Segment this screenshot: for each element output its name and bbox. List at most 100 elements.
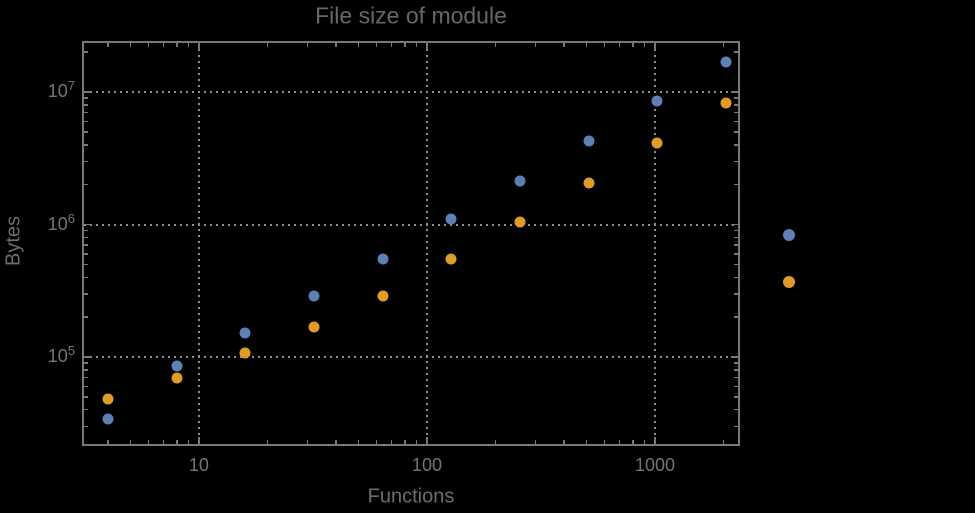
data-point-series-blue (239, 327, 251, 339)
y-tick-mark (734, 120, 738, 123)
x-tick-mark (603, 440, 606, 444)
y-tick-mark (84, 91, 91, 93)
y-tick-mark (84, 144, 88, 146)
x-tick-mark (357, 440, 360, 444)
x-tick-mark (534, 440, 537, 444)
x-tick-mark (162, 440, 165, 444)
x-tick-mark (618, 440, 621, 444)
x-tick-mark (107, 440, 109, 444)
data-point-series-orange (377, 290, 389, 302)
y-tick-mark (84, 408, 88, 411)
gridline-vertical (425, 43, 428, 444)
x-tick-mark (375, 43, 378, 47)
data-point-series-blue (720, 56, 732, 68)
x-tick-mark (415, 43, 418, 47)
y-tick-mark (734, 376, 738, 379)
x-tick-mark (404, 43, 406, 47)
y-tick-mark (734, 425, 738, 428)
y-tick-mark (734, 104, 738, 106)
y-tick-mark (84, 253, 88, 255)
y-tick-mark (734, 97, 738, 99)
data-point-series-blue (583, 135, 595, 147)
data-point-series-orange (514, 216, 526, 228)
y-tick-mark (84, 223, 91, 226)
y-tick-mark (731, 356, 738, 358)
x-tick-mark (632, 440, 634, 444)
gridline-vertical (197, 43, 200, 444)
x-tick-mark (129, 440, 132, 444)
y-tick-base: 10 (47, 213, 68, 234)
y-tick-mark (84, 369, 88, 371)
y-tick-mark (84, 236, 88, 239)
y-tick-base: 10 (47, 346, 68, 367)
y-tick-mark (734, 396, 738, 398)
x-tick-mark (335, 43, 337, 47)
y-tick-mark (734, 293, 738, 295)
x-tick-mark (534, 43, 537, 47)
x-tick-mark (357, 43, 360, 47)
y-tick-mark (84, 316, 88, 318)
x-tick-mark (426, 43, 428, 50)
y-tick-mark (84, 376, 88, 379)
x-tick-mark (147, 43, 150, 47)
y-tick-mark (734, 316, 738, 318)
x-axis-label: Functions (367, 485, 455, 508)
y-tick-label: 105 (0, 344, 75, 368)
x-tick-mark (426, 437, 428, 444)
x-tick-mark (390, 440, 393, 444)
data-point-series-blue (514, 175, 526, 187)
x-tick-mark (187, 43, 190, 47)
y-tick-mark (84, 385, 88, 388)
x-tick-mark (585, 43, 588, 47)
x-tick-mark (494, 440, 497, 444)
y-tick-mark (734, 369, 738, 371)
x-tick-mark (306, 43, 309, 47)
x-tick-label: 1000 (634, 455, 675, 475)
y-tick-mark (734, 183, 738, 186)
y-tick-mark (84, 111, 88, 114)
y-tick-mark (84, 51, 88, 53)
data-point-series-orange (102, 393, 114, 405)
data-point-series-orange (583, 177, 595, 189)
y-tick-mark (734, 276, 738, 279)
y-tick-mark (731, 223, 738, 226)
x-tick-mark (187, 440, 190, 444)
data-point-series-blue (171, 360, 183, 372)
y-tick-mark (734, 244, 738, 246)
y-tick-mark (734, 362, 738, 364)
x-tick-mark (415, 440, 418, 444)
x-tick-mark (147, 440, 150, 444)
x-tick-mark (198, 43, 200, 50)
y-tick-mark (84, 131, 88, 133)
x-tick-mark (494, 43, 497, 47)
gridline-horizontal (84, 91, 738, 94)
x-tick-mark (654, 437, 656, 444)
x-tick-mark (632, 43, 634, 47)
y-tick-mark (84, 276, 88, 279)
y-tick-mark (734, 229, 738, 232)
data-point-series-blue (445, 213, 457, 225)
data-point-series-orange (720, 97, 732, 109)
y-tick-exponent: 5 (67, 343, 75, 359)
data-point-series-blue (377, 253, 389, 265)
x-tick-label: 10 (188, 455, 209, 475)
data-point-series-orange (171, 372, 183, 384)
gridline-vertical (653, 43, 656, 444)
x-tick-mark (603, 43, 606, 47)
y-tick-mark (734, 111, 738, 114)
y-tick-mark (84, 244, 88, 246)
y-tick-mark (84, 160, 88, 163)
y-tick-mark (84, 97, 88, 99)
gridline-horizontal (84, 356, 738, 359)
x-tick-mark (306, 440, 309, 444)
legend-marker (783, 276, 795, 288)
x-tick-mark (198, 437, 200, 444)
x-tick-mark (375, 440, 378, 444)
x-tick-mark (404, 440, 406, 444)
y-tick-mark (84, 425, 88, 428)
y-tick-mark (84, 362, 88, 364)
gridline-horizontal (84, 223, 738, 226)
y-tick-mark (84, 396, 88, 398)
y-tick-mark (734, 385, 738, 388)
x-tick-mark (162, 43, 165, 47)
